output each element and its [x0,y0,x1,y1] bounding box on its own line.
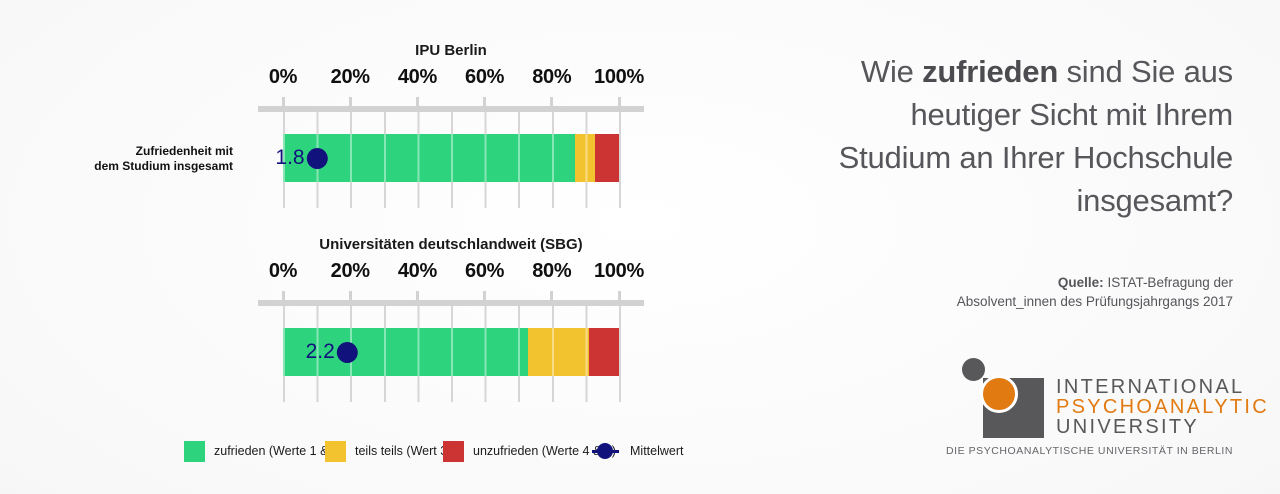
logo-text-international: INTERNATIONAL [1056,376,1245,398]
axis-tick [415,97,419,106]
question-line: Studium an Ihrer Hochschule [838,140,1234,175]
source-line2: Absolvent_innen des Prüfungsjahrgangs 20… [956,293,1233,309]
legend-label: zufrieden (Werte 1 & 2) [214,444,343,458]
axis-tick-label: 40% [397,66,437,88]
axis-tick-label: 80% [532,66,572,88]
bar-segment-unzufrieden [595,134,619,182]
question-line: heutiger Sicht mit Ihrem [910,97,1233,132]
bar-segment-teils-teils [575,134,596,182]
bar-segment-unzufrieden [588,328,619,376]
legend-label: teils teils (Wert 3) [355,444,452,458]
axis-tick [617,291,621,300]
axis-tick-label: 80% [532,260,572,282]
chart-title: IPU Berlin [415,42,487,59]
axis-tick-label: 0% [268,66,298,88]
axis-tick-label: 20% [330,260,370,282]
logo-text-psychoanalytic: PSYCHOANALYTIC [1056,396,1269,418]
axis-tick-label: 100% [594,66,644,88]
mean-value: 1.8 [275,146,305,169]
category-label: Zufriedenheit mit dem Studium insgesamt [40,144,233,174]
legend-label: Mittelwert [630,444,684,458]
axis-tick [348,291,352,300]
axis-tick-label: 40% [397,260,437,282]
bar-gridline-overlay [283,134,619,182]
logo-text-university: UNIVERSITY [1056,416,1200,438]
axis-tick-labels: 0% 20% 40% 60% 80% 100% [269,66,644,90]
chart-ipu-berlin: IPU Berlin 0% 20% 40% 60% 80% 100% 1.8 [258,42,644,210]
legend-label: unzufrieden (Werte 4 & 5) [473,444,616,458]
source-line1: Quelle: ISTAT-Befragung der [1057,275,1233,290]
mean-marker: 2.2 [306,340,358,364]
legend-item: unzufrieden (Werte 4 & 5) [443,440,616,462]
legend-swatch-icon [443,440,464,462]
axis-line [258,106,644,112]
category-label-line2: dem Studium insgesamt [94,159,233,173]
mean-dot-icon [336,341,358,363]
question-text: Wie zufrieden sind Sie aus heutiger Sich… [673,50,1234,222]
logo-gray-circle-icon [962,358,985,381]
mean-dot-icon [306,147,328,169]
category-label-line1: Zufriedenheit mit [135,144,233,158]
axis-tick-label: 60% [465,260,505,282]
stacked-bar [283,134,619,182]
axis-tick [483,97,487,106]
axis-line [258,300,644,306]
axis-tick-label: 20% [330,66,370,88]
mean-value: 2.2 [305,340,335,363]
axis-tick [281,291,285,300]
axis-tick [550,97,554,106]
logo-orange-circle-icon [980,375,1018,413]
legend-item: teils teils (Wert 3) [325,440,451,462]
axis-tick [617,97,621,106]
mean-marker-icon [592,442,619,460]
axis-tick [415,291,419,300]
legend-item: zufrieden (Werte 1 & 2) [184,440,343,462]
logo-tagline: DIE PSYCHOANALYTISCHE UNIVERSITÄT IN BER… [946,445,1233,457]
chart-title: Universitäten deutschlandweit (SBG) [319,236,583,253]
legend-item: Mittelwert [592,440,683,462]
legend-swatch-icon [184,440,205,462]
question-line: insgesamt? [1076,183,1233,218]
bar-segment-teils-teils [528,328,589,376]
axis-tick [483,291,487,300]
mean-marker: 1.8 [275,146,328,170]
axis-tick [281,97,285,106]
bar-segment-zufrieden [283,328,529,376]
ipu-logo: INTERNATIONAL PSYCHOANALYTIC UNIVERSITY … [946,350,1267,465]
axis-tick-label: 60% [465,66,505,88]
legend-swatch-icon [325,440,346,462]
axis-tick [348,97,352,106]
axis-tick-label: 0% [268,260,298,282]
chart-universitaeten-deutschlandweit: Universitäten deutschlandweit (SBG) 0% 20… [258,236,644,404]
axis-tick-label: 100% [594,260,644,282]
axis-tick-labels: 0% 20% 40% 60% 80% 100% [269,260,644,284]
question-line: Wie zufrieden sind Sie aus [860,54,1233,89]
axis-tick [550,291,554,300]
source-note: Quelle: ISTAT-Befragung der Absolvent_in… [957,274,1233,311]
bar-segment-zufrieden [283,134,576,182]
